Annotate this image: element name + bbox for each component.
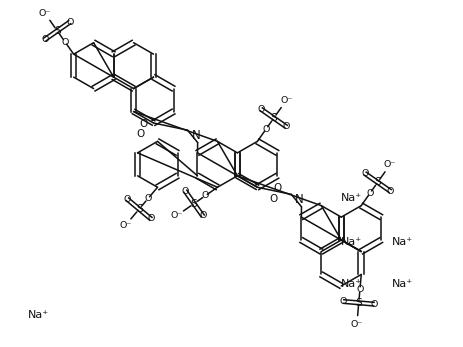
- Text: O: O: [369, 300, 377, 308]
- Text: S: S: [54, 26, 61, 36]
- Text: Na⁺: Na⁺: [391, 237, 413, 247]
- Text: O⁻: O⁻: [350, 320, 362, 329]
- Text: Na⁺: Na⁺: [341, 193, 362, 203]
- Text: N: N: [191, 129, 200, 142]
- Text: S: S: [374, 177, 380, 187]
- Text: O⁻: O⁻: [119, 221, 131, 230]
- Text: O: O: [339, 297, 346, 306]
- Text: O⁻: O⁻: [38, 9, 51, 18]
- Text: O: O: [262, 125, 269, 134]
- Text: O: O: [356, 285, 363, 294]
- Text: S: S: [190, 198, 197, 209]
- Text: O: O: [257, 105, 264, 114]
- Text: Na⁺: Na⁺: [391, 279, 413, 289]
- Text: O: O: [282, 122, 289, 131]
- Text: O: O: [361, 169, 368, 178]
- Text: O: O: [41, 35, 48, 44]
- Text: O: O: [124, 195, 131, 204]
- Text: O: O: [201, 191, 209, 200]
- Text: O: O: [62, 37, 69, 46]
- Text: O: O: [181, 187, 188, 196]
- Text: S: S: [270, 113, 276, 123]
- Text: O: O: [66, 18, 73, 27]
- Text: O: O: [365, 189, 373, 198]
- Text: O: O: [199, 212, 206, 220]
- Text: O: O: [386, 186, 393, 195]
- Text: N: N: [294, 193, 303, 206]
- Text: O: O: [269, 194, 277, 203]
- Text: O: O: [139, 119, 147, 129]
- Text: O⁻: O⁻: [170, 211, 182, 220]
- Text: O: O: [147, 214, 154, 223]
- Text: S: S: [355, 298, 361, 308]
- Text: O: O: [272, 184, 281, 193]
- Text: O⁻: O⁻: [383, 160, 395, 169]
- Text: O: O: [144, 194, 151, 203]
- Text: O: O: [136, 129, 144, 139]
- Text: O⁻: O⁻: [280, 96, 292, 105]
- Text: S: S: [136, 204, 142, 214]
- Text: Na⁺: Na⁺: [341, 237, 362, 247]
- Text: Na⁺: Na⁺: [28, 310, 49, 320]
- Text: Na⁺: Na⁺: [341, 279, 362, 289]
